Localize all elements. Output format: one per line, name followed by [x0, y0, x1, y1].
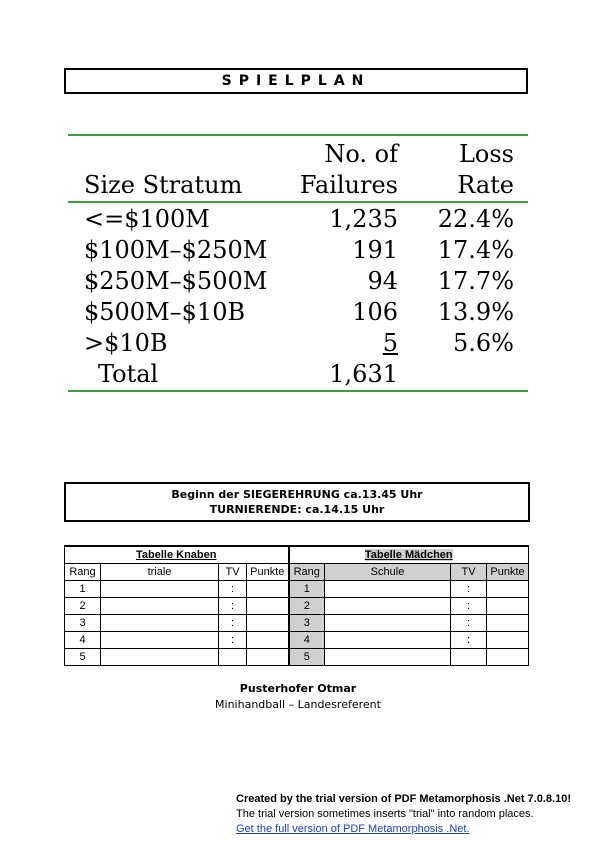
header-failures-line2: Failures	[299, 171, 398, 199]
header-rate-line2: Rate	[457, 171, 514, 199]
ceremony-start: Beginn der SIEGEREHRUNG ca.13.45 Uhr	[171, 488, 423, 501]
rank: 2	[287, 597, 325, 615]
trial-notice: Created by the trial version of PDF Meta…	[236, 792, 571, 837]
row-stratum: $100M–$250M	[84, 236, 268, 264]
standings-table: Tabelle Knaben Tabelle Mädchen Rang tria…	[64, 545, 529, 666]
table-row: 1 : 1 :	[64, 580, 529, 598]
full-version-link[interactable]: Get the full version of PDF Metamorphosi…	[236, 823, 470, 835]
row-failures: 106	[352, 298, 398, 326]
total-label: Total	[98, 360, 159, 388]
header-rate-line1: Loss	[458, 140, 514, 168]
header-stratum: Size Stratum	[84, 171, 243, 199]
row-stratum: $500M–$10B	[84, 298, 246, 326]
table-row: 5 5	[64, 648, 529, 666]
row-rate: 17.7%	[437, 267, 514, 295]
row-failures: 5	[382, 329, 398, 357]
table-row: 3 : 3 :	[64, 614, 529, 632]
score-separator: :	[218, 631, 247, 649]
row-rate: 13.9%	[437, 298, 514, 326]
referee-name: Pusterhofer Otmar	[239, 682, 357, 695]
page-title: SPIELPLAN	[64, 68, 528, 94]
score-separator: :	[450, 580, 487, 598]
row-rate: 17.4%	[437, 236, 514, 264]
table-row: 2 : 2 :	[64, 597, 529, 615]
score-separator: :	[450, 614, 487, 632]
score-separator: :	[218, 580, 247, 598]
row-stratum: >$10B	[84, 329, 168, 357]
row-failures: 1,235	[329, 205, 398, 233]
header-rule	[68, 201, 528, 203]
table-row: 4 : 4 :	[64, 631, 529, 649]
total-failures: 1,631	[329, 360, 398, 388]
row-stratum: <=$100M	[84, 205, 210, 233]
row-failures: 191	[352, 236, 398, 264]
table-bottom-rule	[68, 390, 528, 392]
score-separator: :	[218, 614, 247, 632]
rank: 3	[287, 614, 325, 632]
rank: 4	[287, 631, 325, 649]
rank: 5	[287, 648, 325, 666]
column-header: Rang	[64, 563, 101, 581]
header-failures-line1: No. of	[324, 140, 398, 168]
boys-table-title: Tabelle Knaben	[136, 549, 217, 561]
column-header: Punkte	[486, 563, 529, 581]
column-header: TV	[450, 563, 487, 581]
trial-notice-text: The trial version sometimes inserts "tri…	[236, 808, 534, 820]
column-header: Schule	[324, 563, 451, 581]
rank: 5	[64, 648, 101, 666]
table-top-rule	[68, 134, 528, 136]
referee-role: Minihandball – Landesreferent	[215, 698, 381, 711]
rank: 4	[64, 631, 101, 649]
row-rate: 22.4%	[437, 205, 514, 233]
row-failures: 94	[367, 267, 398, 295]
column-header: Punkte	[246, 563, 289, 581]
column-header: triale	[100, 563, 219, 581]
score-separator: :	[450, 597, 487, 615]
rank: 3	[64, 614, 101, 632]
ceremony-info-box: Beginn der SIEGEREHRUNG ca.13.45 Uhr TUR…	[64, 482, 530, 522]
rank: 2	[64, 597, 101, 615]
stratum-table: No. of Loss Size Stratum Failures Rate <…	[64, 128, 534, 428]
tournament-end: TURNIERENDE: ca.14.15 Uhr	[209, 503, 385, 516]
column-header: Rang	[287, 563, 325, 581]
girls-table-title: Tabelle Mädchen	[364, 549, 453, 561]
rank: 1	[287, 580, 325, 598]
score-separator: :	[218, 597, 247, 615]
row-stratum: $250M–$500M	[84, 267, 268, 295]
trial-notice-title: Created by the trial version of PDF Meta…	[236, 793, 571, 805]
score-separator: :	[450, 631, 487, 649]
row-rate: 5.6%	[453, 329, 514, 357]
column-header: TV	[218, 563, 247, 581]
rank: 1	[64, 580, 101, 598]
